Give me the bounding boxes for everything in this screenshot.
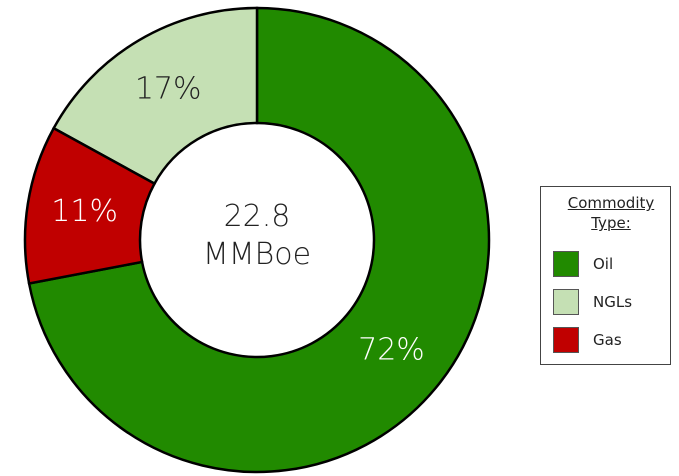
slice <box>23 126 157 285</box>
slice <box>51 6 259 186</box>
slice <box>27 6 491 474</box>
legend-label: Gas <box>593 331 622 349</box>
legend-item: Oil <box>553 251 613 277</box>
legend-swatch <box>553 327 579 353</box>
legend-label: Oil <box>593 255 614 273</box>
slice-label: 72% <box>358 333 425 368</box>
legend-label: NGLs <box>593 293 633 311</box>
center-label: 22.8 MMBoe <box>202 199 312 272</box>
legend-title: Commodity Type: <box>567 194 655 232</box>
slice-label: 11% <box>51 194 118 229</box>
legend-item: Gas <box>553 327 622 353</box>
legend-item: NGLs <box>553 289 632 315</box>
legend-swatch <box>553 289 579 315</box>
slice-label: 17% <box>135 71 202 106</box>
legend: Commodity Type: Oil NGLs Gas <box>540 186 671 365</box>
legend-swatch <box>553 251 579 277</box>
